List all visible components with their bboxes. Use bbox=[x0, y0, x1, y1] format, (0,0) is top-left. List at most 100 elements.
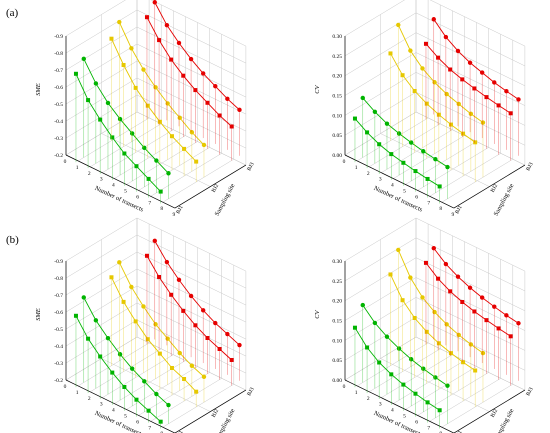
series-line-bj3 bbox=[146, 16, 232, 127]
grid-line bbox=[415, 52, 526, 106]
data-point bbox=[436, 55, 441, 60]
data-point bbox=[193, 88, 198, 93]
y-tick-label: -0.3 bbox=[54, 136, 63, 142]
data-point bbox=[448, 67, 453, 72]
chart-a-sme: -0.2 -0.3 -0.4 -0.5 -0.6 -0.7 -0.8 -0.9 0 1 2 3 4 5 6 7… bbox=[35, 0, 256, 218]
y-tick-label: 0.05 bbox=[332, 133, 342, 139]
data-point bbox=[169, 365, 174, 370]
x-tick-label: 2 bbox=[367, 396, 370, 402]
data-point bbox=[408, 357, 414, 362]
data-point bbox=[396, 346, 402, 351]
data-point bbox=[431, 246, 436, 251]
data-point bbox=[388, 51, 393, 56]
data-point bbox=[436, 341, 441, 346]
data-point bbox=[141, 67, 146, 72]
data-point bbox=[145, 337, 150, 342]
data-point bbox=[365, 130, 370, 135]
data-point bbox=[213, 83, 218, 89]
data-point bbox=[377, 360, 382, 365]
grid-line bbox=[136, 43, 247, 98]
data-point bbox=[98, 354, 103, 359]
x-tick-label: 2 bbox=[367, 171, 370, 177]
chart-a-cv: 0.000.050.100.150.200.250.300123456789BJ… bbox=[314, 0, 535, 218]
data-point bbox=[468, 111, 474, 117]
x-tick-label: 1 bbox=[355, 390, 358, 396]
series-line-bj1 bbox=[83, 297, 169, 406]
data-point bbox=[432, 309, 437, 315]
y-tick-label: 0.10 bbox=[332, 338, 342, 344]
data-point bbox=[110, 370, 115, 375]
x-tick-label: 5 bbox=[403, 189, 406, 195]
data-point bbox=[401, 382, 406, 387]
data-point bbox=[425, 176, 430, 181]
y-tick-label: -0.7 bbox=[54, 68, 63, 74]
data-point bbox=[389, 152, 394, 157]
x-axis bbox=[65, 154, 176, 209]
x-tick-label: 3 bbox=[100, 177, 103, 183]
data-point bbox=[105, 335, 111, 341]
panel-label-b: (b) bbox=[6, 234, 19, 246]
grid-line bbox=[136, 234, 247, 289]
grid-line bbox=[136, 302, 247, 357]
data-point bbox=[412, 89, 417, 94]
z-tick-label: BJ3 bbox=[525, 161, 534, 172]
grid-line bbox=[136, 319, 247, 374]
data-point bbox=[496, 103, 501, 108]
data-point bbox=[157, 38, 162, 43]
data-point bbox=[377, 142, 382, 147]
data-point bbox=[188, 293, 194, 299]
grid-line bbox=[415, 217, 526, 272]
data-point bbox=[182, 376, 187, 381]
x-axis bbox=[344, 154, 455, 209]
data-point bbox=[169, 57, 174, 62]
y-tick-label: -0.4 bbox=[54, 119, 63, 125]
data-point bbox=[165, 101, 170, 106]
data-point bbox=[165, 336, 170, 341]
chart-b-cv: 0.000.050.100.150.200.250.300123456789BJ… bbox=[314, 217, 535, 433]
grid-line bbox=[101, 358, 211, 412]
y-tick-label: -0.6 bbox=[54, 85, 63, 91]
data-point bbox=[229, 124, 234, 129]
data-point bbox=[200, 71, 206, 76]
data-point bbox=[508, 111, 513, 116]
x-tick-label: 6 bbox=[136, 194, 139, 200]
data-point bbox=[205, 100, 210, 105]
data-point bbox=[492, 304, 497, 309]
data-point bbox=[479, 70, 485, 75]
data-point bbox=[389, 372, 394, 377]
data-point bbox=[129, 366, 135, 371]
data-point bbox=[461, 131, 466, 136]
data-point bbox=[456, 101, 461, 107]
data-point bbox=[93, 81, 99, 86]
data-point bbox=[480, 350, 486, 356]
z-tick-label: BJ3 bbox=[246, 386, 255, 397]
x-tick-label: 5 bbox=[124, 189, 127, 195]
y-axis-title: SME bbox=[35, 83, 42, 96]
data-point bbox=[408, 140, 414, 145]
data-point bbox=[153, 322, 158, 327]
grid-line bbox=[380, 358, 490, 412]
y-tick-label: -0.9 bbox=[54, 34, 63, 40]
data-point bbox=[217, 113, 222, 118]
data-point bbox=[421, 366, 426, 371]
data-point bbox=[98, 117, 103, 122]
panel-label-a: (a) bbox=[6, 7, 19, 19]
data-point bbox=[152, 238, 157, 244]
data-point bbox=[144, 15, 149, 20]
grid-line bbox=[136, 9, 247, 64]
series-line-bj1 bbox=[75, 73, 161, 192]
x-tick-label: 5 bbox=[124, 414, 127, 420]
data-point bbox=[433, 375, 438, 380]
data-point bbox=[142, 145, 147, 151]
series-line-bj3 bbox=[154, 240, 240, 346]
data-point bbox=[420, 66, 425, 71]
data-point bbox=[360, 302, 365, 308]
data-point bbox=[117, 260, 122, 265]
data-point bbox=[432, 80, 437, 85]
data-point bbox=[105, 100, 111, 106]
data-point bbox=[169, 292, 174, 297]
x-tick-label: 6 bbox=[136, 419, 139, 425]
series-line-bj3 bbox=[146, 255, 232, 361]
data-point bbox=[396, 22, 401, 28]
grid-line bbox=[150, 0, 247, 47]
